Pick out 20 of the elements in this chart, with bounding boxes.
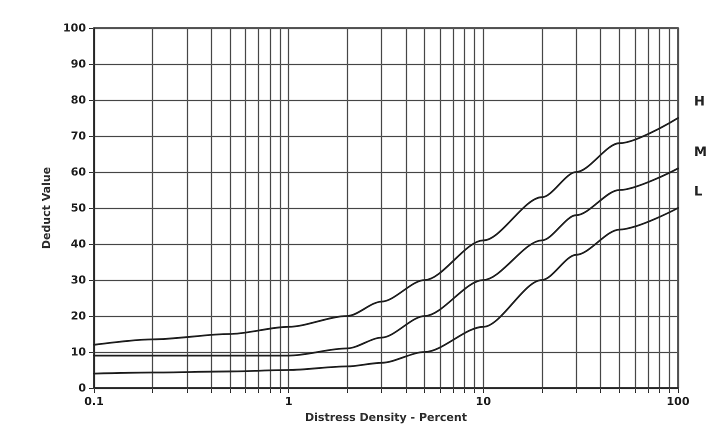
series-label: H <box>694 94 705 110</box>
y-tick-label: 90 <box>70 58 86 70</box>
x-tick-label: 10 <box>476 395 492 408</box>
series-label: M <box>694 144 707 160</box>
y-tick-label: 20 <box>70 310 86 322</box>
y-tick-label: 10 <box>70 346 86 358</box>
x-tick-label: 1 <box>284 395 292 408</box>
y-tick-label: 0 <box>78 382 86 394</box>
y-tick-label: 30 <box>70 274 86 286</box>
y-tick-label: 100 <box>63 22 86 34</box>
y-tick-label: 50 <box>70 202 86 214</box>
y-tick-label: 60 <box>70 166 86 178</box>
y-tick-label: 40 <box>70 238 86 250</box>
y-tick-label: 70 <box>70 130 86 142</box>
y-axis-title: Deduct Value <box>40 166 54 250</box>
x-axis-title: Distress Density - Percent <box>305 411 467 424</box>
x-tick-label: 100 <box>666 395 690 408</box>
y-tick-label: 80 <box>70 94 86 106</box>
series-label: L <box>694 184 702 200</box>
x-tick-label: 0.1 <box>84 395 104 408</box>
